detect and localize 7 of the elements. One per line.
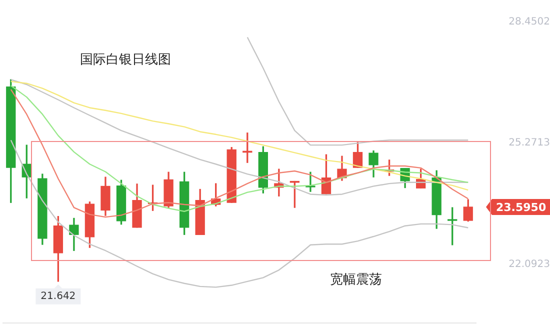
text: 23.5950 [496, 200, 546, 214]
annotation: 宽幅震荡 [330, 271, 382, 288]
text: 国际白银日线图 [80, 52, 171, 68]
annotation: 21.642 [40, 290, 76, 302]
y-tick-label: 25.2713 [508, 138, 550, 149]
y-tick-label: 28.4502 [508, 16, 550, 28]
y-tick-label: 22.0923 [508, 258, 550, 270]
